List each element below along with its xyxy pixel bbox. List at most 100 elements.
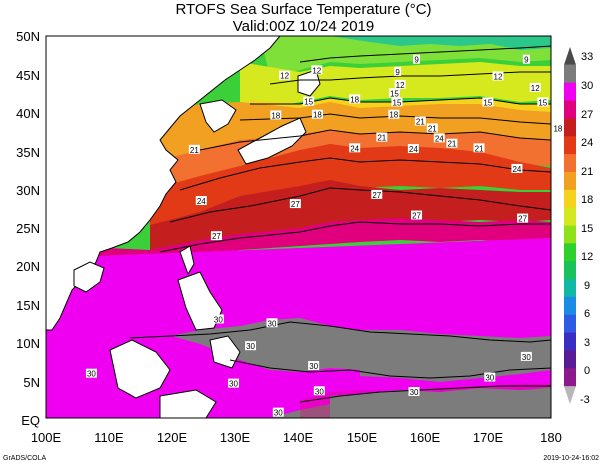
lat-label: 5N [23,375,40,390]
colorbar-swatch [564,154,576,173]
isotherm-label-bg [517,213,529,223]
isotherm-label: 30 [214,315,223,324]
isotherm-label-bg [484,372,496,382]
lon-label: 100E [31,430,62,445]
isotherm-label-bg [303,96,315,106]
isotherm-label-bg [426,123,438,133]
lon-label: 130E [220,430,251,445]
colorbar-swatch [564,207,576,226]
colorbar-swatch [564,64,576,84]
isotherm-label-bg [279,70,291,80]
lat-label: 45N [16,68,40,83]
colorbar-swatch [564,118,576,137]
isotherm-label: 24 [197,197,206,206]
isotherm-label-bg [85,368,97,378]
land-masses [45,35,321,419]
lat-label: 40N [16,106,40,121]
isotherm-label-bg [376,132,388,142]
isotherm-contours [129,45,552,403]
isotherm-label: 18 [350,95,359,104]
isotherm-label-bg [552,123,564,133]
colorbar-swatch [564,332,576,351]
lat-label: 50N [16,29,40,44]
colorbar-swatch [564,350,576,369]
colorbar-labels: 33 30 27 24 21 18 15 12 9 6 3 0 -3 [580,51,593,406]
isotherm-label-bg [272,407,284,417]
isotherm-label: 30 [268,319,277,328]
isotherm-label-bg [408,387,420,397]
isotherm-label-bg [245,341,257,351]
credit-text: GrADS/COLA [3,455,47,462]
colorbar-label: 27 [581,109,593,121]
colorbar-label: 30 [581,80,593,92]
isotherm-label-bg [289,199,301,209]
isotherm-label-bg [492,71,504,81]
isotherm-label: 30 [522,353,531,362]
isotherm-label-bg [414,116,426,126]
isotherm-label-bg [349,143,361,153]
lon-label: 140E [283,430,314,445]
lon-label: 170E [473,430,504,445]
isotherm-label-bg [520,351,532,361]
isotherm-label-bg [413,54,421,64]
isotherm-label: 15 [390,89,399,98]
isotherm-label: 30 [410,388,419,397]
lat-label: 35N [16,145,40,160]
colorbar-swatch [564,171,576,191]
isotherm-label: 30 [485,374,494,383]
isotherm-label: 30 [315,387,324,396]
isotherm-label-bg [529,82,541,92]
isotherm-label: 21 [475,144,484,153]
lon-label: 160E [410,430,441,445]
isotherm-label-bg [388,109,400,119]
lat-axis: 50N 45N 40N 35N 30N 25N 20N 15N 10N 5N E… [16,29,40,428]
colorbar-swatch [564,47,576,65]
isotherm-label-bg [308,361,320,371]
isotherm-label: 27 [212,232,221,241]
isotherm-label-bg [391,97,403,107]
colorbar: 33 30 27 24 21 18 15 12 9 6 3 0 -3 [564,47,593,406]
colorbar-swatch [564,296,576,316]
isotherm-label: 12 [280,72,289,81]
isotherm-label: 21 [416,118,425,127]
colorbar-swatch [564,136,576,155]
colorbar-label: 33 [581,51,593,63]
lon-label: 110E [94,430,124,445]
isotherm-label: 9 [524,56,529,65]
lon-label: 180 [540,430,562,445]
isotherm-label: 21 [428,124,437,133]
timestamp-text: 2019-10-24-16:02 [543,455,599,462]
isotherm-label: 12 [531,84,540,93]
isotherm-label: 18 [389,111,398,120]
colorbar-label: 9 [584,280,590,292]
colorbar-label: 24 [581,137,593,149]
map-subtitle: Valid:00Z 10/24 2019 [232,18,375,35]
isotherm-label: 15 [393,98,402,107]
isotherm-label-bg [537,97,549,107]
isotherm-label: 21 [190,146,199,155]
isotherm-label: 27 [412,212,421,221]
isotherm-label-bg [511,163,523,173]
isotherm-label-bg [433,133,445,143]
lat-label: EQ [21,413,40,428]
isotherm-label-bg [227,378,239,388]
isotherm-label: 30 [246,342,255,351]
isotherm-label-bg [195,196,207,206]
lat-label: 20N [16,259,40,274]
lat-label: 30N [16,183,40,198]
lon-label: 120E [157,430,188,445]
isotherm-label-bg [188,144,200,154]
colorbar-label: 0 [584,365,590,377]
lon-label: 150E [347,430,378,445]
isotherm-label-bg [446,138,458,148]
colorbar-swatch [564,82,576,102]
colorbar-swatch [564,189,576,209]
isotherm-label: 27 [291,200,300,209]
isotherm-label: 9 [414,56,419,65]
isotherm-label: 30 [274,409,283,418]
isotherm-label: 15 [483,98,492,107]
isotherm-label: 24 [409,145,418,154]
isotherm-label-bg [210,231,222,241]
isotherm-label: 18 [313,111,322,120]
